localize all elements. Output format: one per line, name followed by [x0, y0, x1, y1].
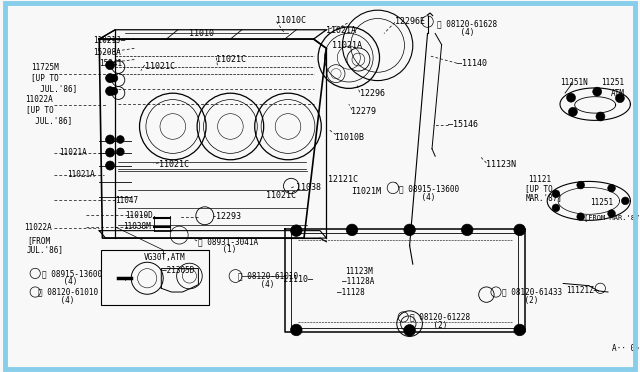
Text: 11010D: 11010D [125, 211, 152, 219]
Text: I1021M: I1021M [351, 187, 381, 196]
Text: (4): (4) [42, 296, 74, 305]
Text: 11021C: 11021C [266, 191, 296, 200]
Text: [FROM: [FROM [27, 237, 50, 246]
Ellipse shape [106, 87, 115, 96]
Text: (2): (2) [506, 296, 538, 305]
Ellipse shape [291, 324, 302, 336]
Text: 11022A: 11022A [24, 223, 51, 232]
Text: 11725M
[UP TO
  JUL.'86]: 11725M [UP TO JUL.'86] [31, 63, 77, 93]
Text: VG30T,ATM: VG30T,ATM [143, 253, 185, 262]
Ellipse shape [291, 225, 302, 236]
Text: 11010: 11010 [189, 29, 214, 38]
Ellipse shape [593, 87, 602, 96]
Text: Ⓐ 08120-61433: Ⓐ 08120-61433 [502, 288, 562, 296]
Ellipse shape [404, 224, 415, 235]
Ellipse shape [106, 161, 115, 170]
Text: I1010B: I1010B [334, 133, 364, 142]
Text: 11021C: 11021C [216, 55, 246, 64]
Ellipse shape [116, 136, 124, 143]
Ellipse shape [110, 74, 118, 82]
Text: 11021A: 11021A [326, 26, 356, 35]
Text: JUL.'86]: JUL.'86] [27, 246, 64, 254]
Text: 11110—: 11110— [283, 275, 313, 284]
Text: Ⓐ 08120-61010: Ⓐ 08120-61010 [238, 272, 298, 280]
Text: 12296E: 12296E [395, 17, 425, 26]
Ellipse shape [566, 93, 575, 102]
Text: 11038: 11038 [296, 183, 321, 192]
Ellipse shape [514, 324, 525, 336]
Text: (4): (4) [403, 193, 436, 202]
Text: [FROM MAR.'87]: [FROM MAR.'87] [584, 214, 640, 221]
Ellipse shape [106, 61, 115, 70]
Ellipse shape [110, 87, 118, 95]
Ellipse shape [568, 108, 577, 116]
Text: -12293: -12293 [211, 212, 241, 221]
Text: Ⓐ 08120-61228: Ⓐ 08120-61228 [410, 312, 470, 321]
Text: A·· 0∗000·: A·· 0∗000· [612, 344, 640, 353]
Ellipse shape [346, 224, 358, 235]
Ellipse shape [577, 181, 584, 189]
Text: 11251: 11251 [590, 198, 613, 207]
Ellipse shape [608, 210, 616, 217]
Ellipse shape [106, 148, 115, 157]
Ellipse shape [106, 135, 115, 144]
Text: Ⓢ 08931-3041A: Ⓢ 08931-3041A [198, 237, 259, 246]
Text: 11022A
[UP TO
  JUL.'86]: 11022A [UP TO JUL.'86] [26, 95, 72, 125]
Text: 11010C: 11010C [276, 16, 307, 25]
Text: [UP TO: [UP TO [525, 185, 553, 193]
Text: 11121: 11121 [528, 175, 551, 184]
Text: 11251N: 11251N [560, 78, 588, 87]
Text: 15208A: 15208A [93, 48, 120, 57]
Text: (4): (4) [442, 28, 474, 37]
Text: 12121C: 12121C [328, 175, 358, 184]
Ellipse shape [552, 204, 560, 212]
Ellipse shape [608, 185, 616, 192]
Text: 11021A: 11021A [60, 148, 87, 157]
Text: 11251: 11251 [602, 78, 625, 87]
Text: 11121Z—: 11121Z— [566, 286, 599, 295]
Text: MAR.'87]: MAR.'87] [525, 193, 563, 202]
Text: —21305D: —21305D [162, 266, 195, 275]
Text: 11021J—: 11021J— [93, 36, 125, 45]
Text: —11140: —11140 [457, 59, 487, 68]
Ellipse shape [461, 224, 473, 235]
Ellipse shape [514, 224, 525, 235]
Ellipse shape [577, 213, 584, 221]
Ellipse shape [552, 190, 560, 198]
Text: 12296: 12296 [360, 89, 385, 98]
Text: Ⓟ 08915-13600: Ⓟ 08915-13600 [399, 185, 460, 193]
Ellipse shape [116, 148, 124, 155]
Text: 11123M: 11123M [345, 267, 372, 276]
Text: Ⓟ 08915-13600: Ⓟ 08915-13600 [42, 269, 102, 278]
Text: (4): (4) [242, 280, 275, 289]
Text: 11047: 11047 [115, 196, 138, 205]
Text: —15146: —15146 [448, 120, 478, 129]
Text: Ⓐ 08120-61010: Ⓐ 08120-61010 [38, 288, 99, 296]
Text: 11038M: 11038M [124, 222, 151, 231]
Text: 11021A: 11021A [67, 170, 95, 179]
Ellipse shape [404, 325, 415, 336]
Ellipse shape [106, 74, 115, 83]
Text: —11128A: —11128A [342, 278, 375, 286]
Text: —11128: —11128 [337, 288, 365, 296]
Text: 11123N: 11123N [486, 160, 516, 169]
Text: ATM: ATM [611, 89, 625, 97]
Text: (2): (2) [415, 321, 447, 330]
Ellipse shape [621, 197, 629, 205]
Text: (4): (4) [45, 278, 77, 286]
Ellipse shape [616, 94, 625, 103]
Text: 11021C: 11021C [159, 160, 189, 169]
Text: (1): (1) [204, 246, 236, 254]
Ellipse shape [596, 112, 605, 121]
Text: 12279: 12279 [351, 107, 376, 116]
Text: Ⓐ 08120-61628: Ⓐ 08120-61628 [437, 20, 497, 29]
Text: 15241: 15241 [99, 59, 122, 68]
Text: 11021C: 11021C [145, 62, 175, 71]
Text: 11021A: 11021A [332, 41, 362, 50]
